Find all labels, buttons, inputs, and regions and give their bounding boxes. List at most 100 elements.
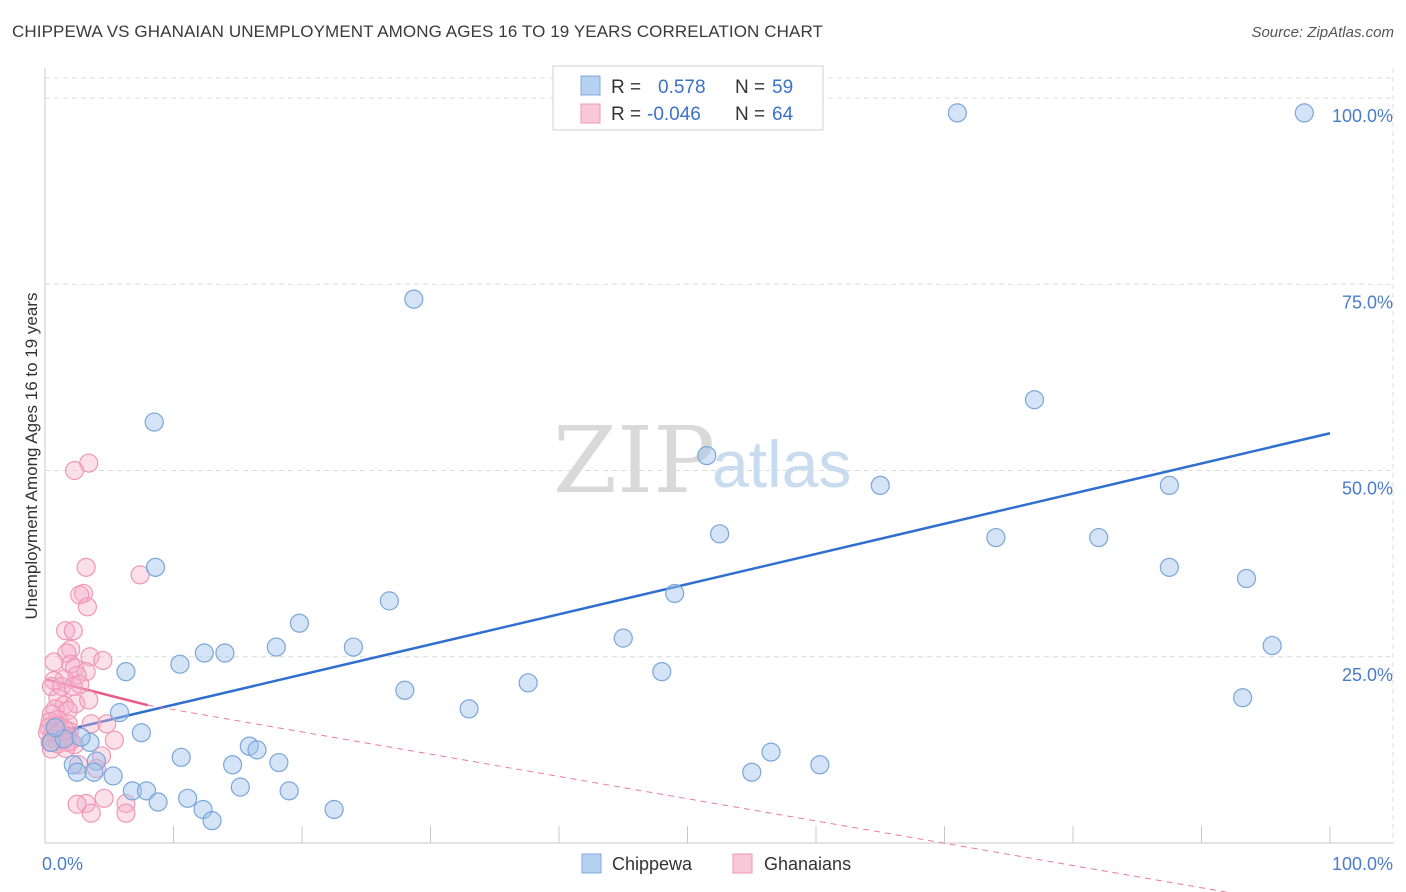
chippewa-point-39	[171, 747, 191, 767]
chart-title: CHIPPEWA VS GHANAIAN UNEMPLOYMENT AMONG …	[12, 22, 823, 41]
chippewa-point-1	[1294, 103, 1314, 123]
chippewa-point-27	[395, 680, 415, 700]
legend-swatch-ghanaians	[580, 103, 601, 124]
ghanaians-point-11	[80, 647, 100, 667]
correlation-legend: R = 0.578 N = 59 R = -0.046 N = 64	[552, 65, 824, 131]
chippewa-point-28	[1233, 688, 1253, 708]
legend-n-label-2: N =	[735, 104, 765, 125]
source-label: Source: ZipAtlas.com	[1251, 24, 1394, 41]
chippewa-point-25	[652, 662, 672, 682]
chippewa-point-58	[324, 799, 344, 820]
series-legend-swatch-ghanaians	[732, 853, 753, 874]
chippewa-point-11	[145, 557, 166, 577]
chippewa-point-16	[289, 613, 310, 633]
chippewa-point-57	[202, 811, 222, 831]
ghanaians-point-52	[104, 730, 124, 750]
chippewa-point-2	[404, 289, 424, 309]
chippewa-point-40	[86, 751, 107, 771]
chippewa-point-0	[947, 103, 967, 123]
chippewa-point-36	[45, 717, 65, 738]
chippewa-point-35	[71, 727, 91, 747]
chippewa-point-53	[178, 788, 198, 808]
watermark-atlas: atlas	[712, 427, 851, 501]
ghanaians-point-8	[63, 621, 83, 641]
ghanaians-point-61	[116, 793, 136, 814]
ghanaians-point-7	[55, 621, 76, 641]
ghanaians-point-3	[130, 565, 150, 585]
legend-n-label-1: N =	[735, 77, 765, 98]
watermark: ZIP atlas	[553, 407, 851, 514]
ghanaians-point-60	[67, 794, 87, 814]
ghanaians-point-63	[116, 803, 136, 823]
chippewa-point-52	[230, 777, 250, 797]
ghanaians-point-35	[81, 714, 101, 734]
chippewa-point-21	[343, 637, 363, 657]
x-tick-labels: 0.0% 100.0%	[42, 854, 1393, 874]
chippewa-point-12	[1159, 557, 1179, 577]
chippewa-point-6	[870, 475, 890, 495]
ghanaians-point-24	[48, 688, 68, 708]
chippewa-point-44	[269, 752, 289, 773]
ghanaians-point-5	[70, 585, 90, 605]
trend-line-ghanaians-extension	[147, 704, 1229, 892]
chippewa-point-29	[459, 699, 479, 719]
chippewa-point-3	[144, 412, 164, 432]
chippewa-point-32	[80, 732, 100, 753]
ghanaians-point-23	[63, 676, 83, 697]
ghanaians-point-54	[41, 739, 62, 759]
points-chippewa	[41, 103, 1314, 831]
data-points	[37, 103, 1314, 831]
chippewa-point-38	[761, 742, 781, 762]
chippewa-point-26	[518, 673, 538, 693]
legend-r-value-chippewa: 0.578	[658, 77, 706, 98]
ghanaians-point-12	[93, 650, 113, 671]
legend-n-value-ghanaians: 64	[772, 104, 794, 125]
chippewa-point-23	[215, 643, 235, 663]
chippewa-point-41	[247, 740, 267, 760]
chippewa-point-46	[84, 762, 104, 782]
chippewa-point-20	[266, 637, 286, 657]
y-tick-label-75: 75.0%	[1342, 292, 1393, 312]
chippewa-point-13	[1236, 568, 1257, 589]
legend-swatch-chippewa	[580, 75, 601, 96]
series-legend-label-ghanaians: Ghanaians	[764, 854, 851, 874]
chippewa-point-18	[1262, 635, 1282, 656]
chippewa-point-51	[136, 781, 157, 801]
chippewa-point-31	[131, 723, 151, 743]
chippewa-point-30	[109, 703, 130, 723]
ghanaians-point-21	[41, 676, 62, 697]
y-tick-label-25: 25.0%	[1342, 665, 1393, 685]
ghanaians-point-14	[44, 652, 64, 672]
ghanaians-point-56	[68, 755, 89, 775]
chippewa-point-5	[697, 446, 717, 466]
chippewa-point-33	[41, 732, 62, 753]
chippewa-point-43	[223, 755, 243, 775]
series-legend-label-chippewa: Chippewa	[612, 854, 693, 874]
chippewa-point-8	[710, 524, 730, 544]
ghanaians-point-53	[55, 738, 76, 758]
legend-n-value-chippewa: 59	[772, 77, 793, 98]
ghanaians-point-1	[64, 460, 85, 481]
chippewa-point-54	[279, 781, 299, 801]
chippewa-point-24	[116, 662, 136, 682]
y-tick-label-100: 100.0%	[1332, 106, 1393, 126]
ghanaians-point-6	[77, 597, 98, 617]
legend-r-label-2: R =	[611, 104, 641, 125]
ghanaians-point-58	[94, 788, 114, 808]
ghanaians-point-55	[91, 746, 112, 766]
legend-r-value-ghanaians: -0.046	[647, 104, 701, 125]
chippewa-point-50	[122, 781, 142, 801]
legend-r-label-1: R =	[611, 77, 641, 98]
ghanaians-point-36	[97, 714, 117, 734]
chippewa-point-49	[742, 762, 762, 782]
chippewa-point-19	[170, 654, 190, 674]
ghanaians-point-62	[81, 803, 101, 823]
chippewa-point-14	[379, 591, 399, 611]
chippewa-point-4	[1024, 390, 1045, 410]
ghanaians-point-2	[76, 557, 96, 577]
chippewa-point-47	[67, 762, 87, 782]
ghanaians-point-27	[79, 690, 99, 710]
grid-lines	[45, 68, 1394, 843]
x-tick-label-min: 0.0%	[42, 854, 83, 874]
